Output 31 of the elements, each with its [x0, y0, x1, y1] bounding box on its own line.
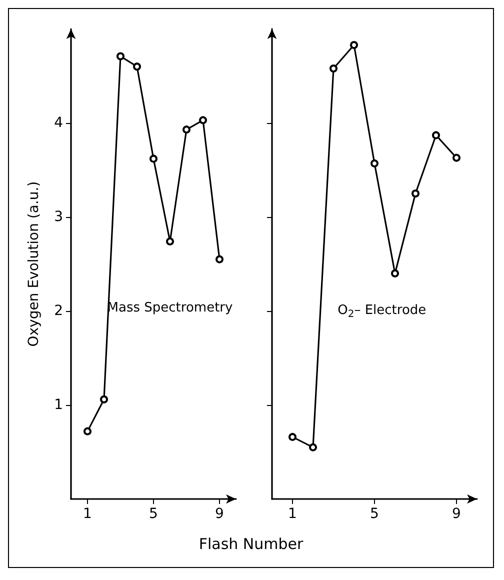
y-tick-label: 1: [54, 397, 63, 413]
x-tick-label: 5: [149, 506, 158, 522]
point: [84, 427, 92, 436]
y-tick-label: 4: [54, 115, 64, 131]
point: [432, 131, 440, 140]
point: [330, 64, 338, 72]
point: [288, 432, 296, 441]
point: [150, 154, 158, 163]
x-tick-label: 1: [83, 506, 92, 522]
x-tick-label: 5: [370, 506, 379, 522]
point: [452, 154, 460, 162]
point: [309, 443, 317, 452]
y-axis-title: Oxygen Evolution (a.u.): [26, 181, 42, 347]
point: [350, 40, 358, 49]
point: [412, 190, 420, 198]
x-tick-label: 1: [288, 506, 297, 522]
y-tick-label: 3: [54, 209, 63, 225]
point: [216, 255, 224, 264]
point: [370, 159, 378, 168]
y-tick-label: 2: [54, 303, 63, 319]
point: [100, 395, 108, 404]
x-tick-label: 9: [215, 506, 224, 522]
point: [166, 237, 174, 246]
x-axis-title: Flash Number: [198, 535, 304, 553]
point: [391, 269, 399, 278]
annotation: Mass Spectrometry: [107, 300, 234, 316]
point: [133, 62, 141, 71]
point: [199, 116, 207, 124]
point: [182, 126, 190, 134]
x-tick-label: 9: [452, 506, 461, 522]
point: [116, 52, 124, 60]
